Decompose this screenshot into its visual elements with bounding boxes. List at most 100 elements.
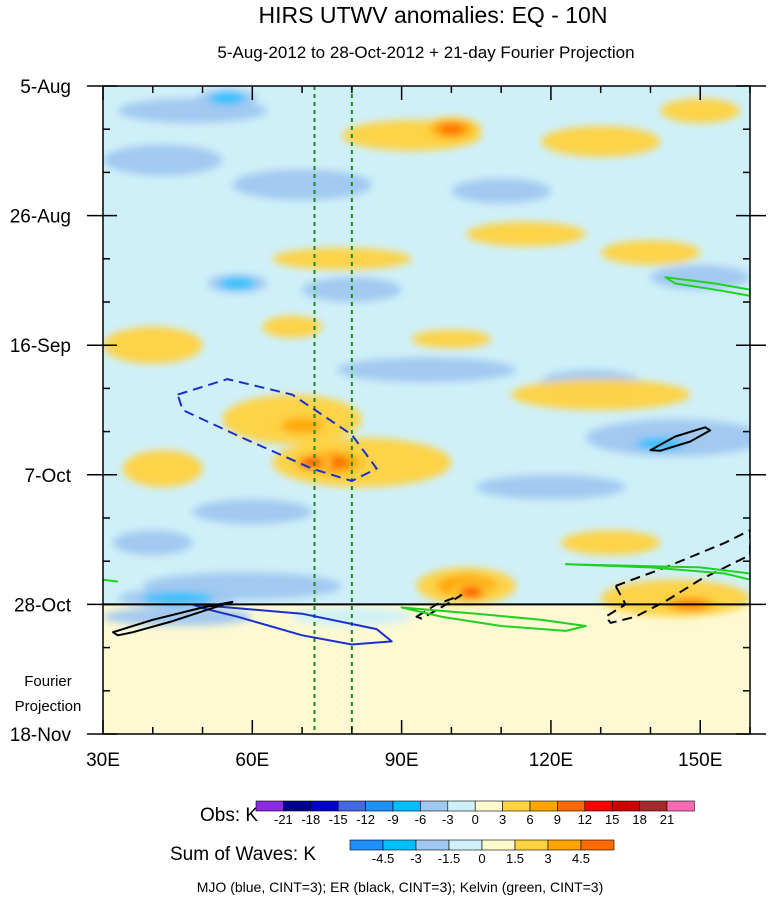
mjo-contour <box>176 378 378 482</box>
colorbar-swatch <box>547 839 582 851</box>
colorbar-tick-label: -1.5 <box>438 851 460 866</box>
colorbar-swatch <box>337 800 366 812</box>
footer-note: MJO (blue, CINT=3); ER (black, CINT=3); … <box>197 879 604 895</box>
projection-label-line-1: Fourier <box>24 673 72 690</box>
colorbar-swatch <box>448 839 483 851</box>
colorbar-swatch <box>420 800 449 812</box>
colorbar-tick-label: -6 <box>415 812 427 827</box>
colorbar-swatch <box>283 800 312 812</box>
y-tick-label: 7-Oct <box>25 466 72 487</box>
anomaly-blob <box>451 178 551 204</box>
plot-area <box>103 86 750 734</box>
colorbar-tick-label: 12 <box>578 812 592 827</box>
colorbar-swatch <box>580 839 615 851</box>
colorbar-swatch <box>365 800 394 812</box>
anomaly-blob <box>281 418 323 433</box>
x-tick-label: 30E <box>86 750 120 771</box>
waves-legend-label: Sum of Waves: K <box>170 844 316 865</box>
projection-region <box>103 604 750 734</box>
colorbar-tick-label: -3 <box>410 851 422 866</box>
er-contour <box>415 594 463 620</box>
chart-subtitle: 5-Aug-2012 to 28-Oct-2012 + 21-day Fouri… <box>217 43 634 62</box>
colorbar-swatch <box>415 839 450 851</box>
colorbar-tick-label: -18 <box>301 812 320 827</box>
anomaly-blob <box>560 530 661 555</box>
anomaly-blob <box>192 499 312 525</box>
colorbar-swatch <box>481 839 516 851</box>
colorbar-swatch <box>255 800 284 812</box>
anomaly-blob <box>122 450 203 488</box>
anomaly-blob <box>305 459 319 466</box>
colorbar-tick-label: -12 <box>356 812 375 827</box>
colorbar-tick-label: -3 <box>442 812 454 827</box>
colorbar-swatch <box>310 800 339 812</box>
anomaly-blob <box>113 530 193 555</box>
anomaly-blob <box>660 98 740 123</box>
anomaly-blob <box>464 589 478 596</box>
anomaly-blob <box>232 169 372 201</box>
anomaly-blob <box>541 126 661 157</box>
x-tick-label: 150E <box>678 750 722 771</box>
colorbar-tick-label: 18 <box>632 812 646 827</box>
er-contour <box>604 529 750 624</box>
anomaly-blob <box>511 379 691 410</box>
colorbar-swatch <box>514 839 549 851</box>
y-tick-label: 5-Aug <box>20 77 71 98</box>
colorbar-tick-label: 15 <box>605 812 619 827</box>
y-tick-label: 16-Sep <box>10 336 71 357</box>
anomaly-blob <box>262 315 322 338</box>
colorbar-tick-label: 0 <box>472 812 479 827</box>
anomaly-blob <box>438 123 465 135</box>
colorbar-swatch <box>392 800 421 812</box>
colorbar-swatch <box>611 800 640 812</box>
y-axis: 5-Aug 26-Aug 16-Sep 7-Oct 28-Oct 18-Nov <box>10 77 766 746</box>
anomaly-blob <box>141 592 214 604</box>
colorbar-swatch <box>349 839 384 851</box>
colorbar-swatch <box>584 800 613 812</box>
colorbar-tick-label: -9 <box>387 812 399 827</box>
x-tick-label: 120E <box>529 750 573 771</box>
colorbar-tick-label: 21 <box>660 812 674 827</box>
kelvin-contour <box>564 563 750 581</box>
kelvin-contour <box>400 606 587 632</box>
colorbar-swatch <box>639 800 668 812</box>
er-contour <box>649 426 712 452</box>
colorbar-tick-label: 1.5 <box>506 851 524 866</box>
colorbar-swatch <box>382 839 417 851</box>
x-axis: 30E 60E 90E 120E 150E <box>86 86 751 771</box>
anomaly-blob <box>411 329 492 349</box>
y-tick-label: 18-Nov <box>10 725 72 746</box>
anomaly-blob <box>103 144 223 176</box>
colorbar-swatch <box>447 800 476 812</box>
er-contour <box>112 600 234 637</box>
x-tick-label: 60E <box>235 750 269 771</box>
colorbar-tick-label: 6 <box>526 812 533 827</box>
colorbar-tick-label: 3 <box>499 812 506 827</box>
colorbar-tick-label: 9 <box>554 812 561 827</box>
obs-legend-label: Obs: K <box>200 805 258 826</box>
projection-label-line-2: Projection <box>15 698 82 715</box>
colorbar-tick-label: 0 <box>478 851 485 866</box>
anomaly-blob <box>103 326 203 364</box>
colorbar-tick-label: -15 <box>329 812 348 827</box>
wave-contours <box>103 276 750 646</box>
colorbar-swatch <box>666 800 695 812</box>
colorbar-tick-label: -4.5 <box>372 851 394 866</box>
anomaly-blob <box>272 247 412 270</box>
anomaly-blob <box>219 277 256 290</box>
x-tick-label: 90E <box>385 750 419 771</box>
waves-colorbar: -4.5 -3 -1.5 0 1.5 3 4.5 <box>349 839 615 866</box>
kelvin-contour <box>103 578 119 583</box>
kelvin-contour <box>664 276 750 297</box>
colorbar-swatch <box>529 800 558 812</box>
y-tick-label: 26-Aug <box>10 207 71 228</box>
anomaly-blob <box>600 240 701 265</box>
colorbar-tick-label: 4.5 <box>572 851 590 866</box>
colorbar-swatch <box>474 800 503 812</box>
anomaly-blob <box>336 357 517 383</box>
anomaly-blob <box>466 221 586 247</box>
colorbar-tick-label: -21 <box>274 812 293 827</box>
plot-frame <box>102 85 751 735</box>
anomaly-blob <box>209 92 246 104</box>
